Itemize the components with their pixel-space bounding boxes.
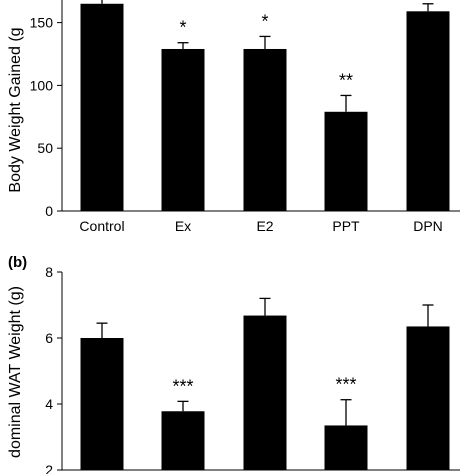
panel-a-chart: Body Weight Gained (g 0 50 100 150 Control * E… <box>7 0 460 234</box>
panel-b-bar <box>80 338 124 470</box>
panel-b-chart: (b) dominal WAT Weight (g) 2 4 6 8 *** *** <box>7 254 460 474</box>
panel-b-bar <box>161 411 205 470</box>
panel-a-y-tick-label: 50 <box>37 140 53 156</box>
panel-b-y-axis-title: dominal WAT Weight (g) <box>7 286 24 458</box>
panel-a-category-label: DPN <box>413 218 443 234</box>
panel-a-bar <box>243 48 287 211</box>
panel-b-bar <box>324 425 368 470</box>
panel-a-bar <box>80 3 124 212</box>
panel-b-bar <box>243 315 287 470</box>
panel-a-category-label: PPT <box>332 218 360 234</box>
panel-a-significance-marker: ** <box>339 70 353 90</box>
panel-a-bar <box>324 111 368 211</box>
panel-a-significance-marker: * <box>261 11 268 31</box>
panel-a-y-axis-title: Body Weight Gained (g <box>7 27 24 192</box>
panel-b-y-tick-label: 6 <box>45 330 53 346</box>
panel-a-category-label: E2 <box>256 218 273 234</box>
panel-a-y-tick-label: 0 <box>45 203 53 219</box>
panel-a-category-label: Control <box>79 218 124 234</box>
panel-b-label: (b) <box>8 254 27 271</box>
panel-b-significance-marker: *** <box>172 376 193 396</box>
panel-a-y-tick-label: 100 <box>30 77 54 93</box>
panel-a-bar <box>406 11 450 211</box>
panel-b-y-tick-label: 4 <box>45 396 53 412</box>
panel-b-bar <box>406 326 450 470</box>
panel-a-significance-marker: * <box>179 18 186 38</box>
panel-a-category-label: Ex <box>175 218 191 234</box>
panel-b-y-tick-label: 8 <box>45 264 53 280</box>
panel-a-y-tick-label: 150 <box>30 15 54 31</box>
panel-a-bar <box>161 48 205 211</box>
panel-b-significance-marker: *** <box>335 375 356 395</box>
panel-b-y-tick-label: 2 <box>45 462 53 474</box>
